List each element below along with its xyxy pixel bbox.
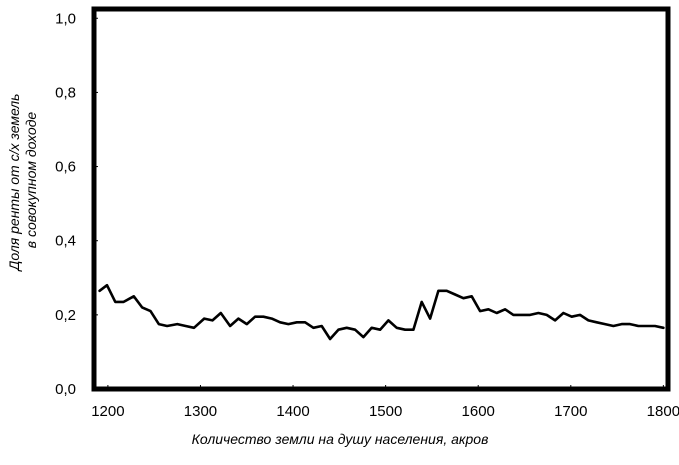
y-axis-title-line-2: в совокупном доходе	[23, 112, 39, 249]
x-axis-title: Количество земли на душу населения, акро…	[192, 431, 489, 447]
y-axis-title: Доля ренты от с/х земель в совокупном до…	[6, 90, 39, 273]
y-axis-title-line-1: Доля ренты от с/х земель	[6, 93, 22, 272]
x-tick-label: 1800	[647, 403, 679, 420]
y-tick-label: 0,0	[55, 381, 76, 398]
x-tick-label: 1600	[462, 403, 495, 420]
x-tick-label: 1500	[369, 403, 402, 420]
y-tick-label: 0,4	[55, 233, 76, 250]
series-line	[98, 283, 665, 341]
series-lines	[98, 283, 665, 341]
y-tick-label: 0,8	[55, 84, 76, 101]
y-axis-ticks: 0,0 0,2 0,4 0,6 0,8 1,0	[55, 10, 98, 398]
x-tick-label: 1700	[554, 403, 587, 420]
x-axis-ticks: 1200 1300 1400 1500 1600 1700 1800	[91, 385, 679, 420]
x-tick-label: 1300	[184, 403, 217, 420]
y-tick-label: 1,0	[55, 10, 76, 27]
x-tick-label: 1200	[91, 403, 124, 420]
x-tick-label: 1400	[276, 403, 309, 420]
plot-area-frame	[91, 6, 671, 392]
y-tick-label: 0,2	[55, 307, 76, 324]
y-tick-label: 0,6	[55, 159, 76, 176]
